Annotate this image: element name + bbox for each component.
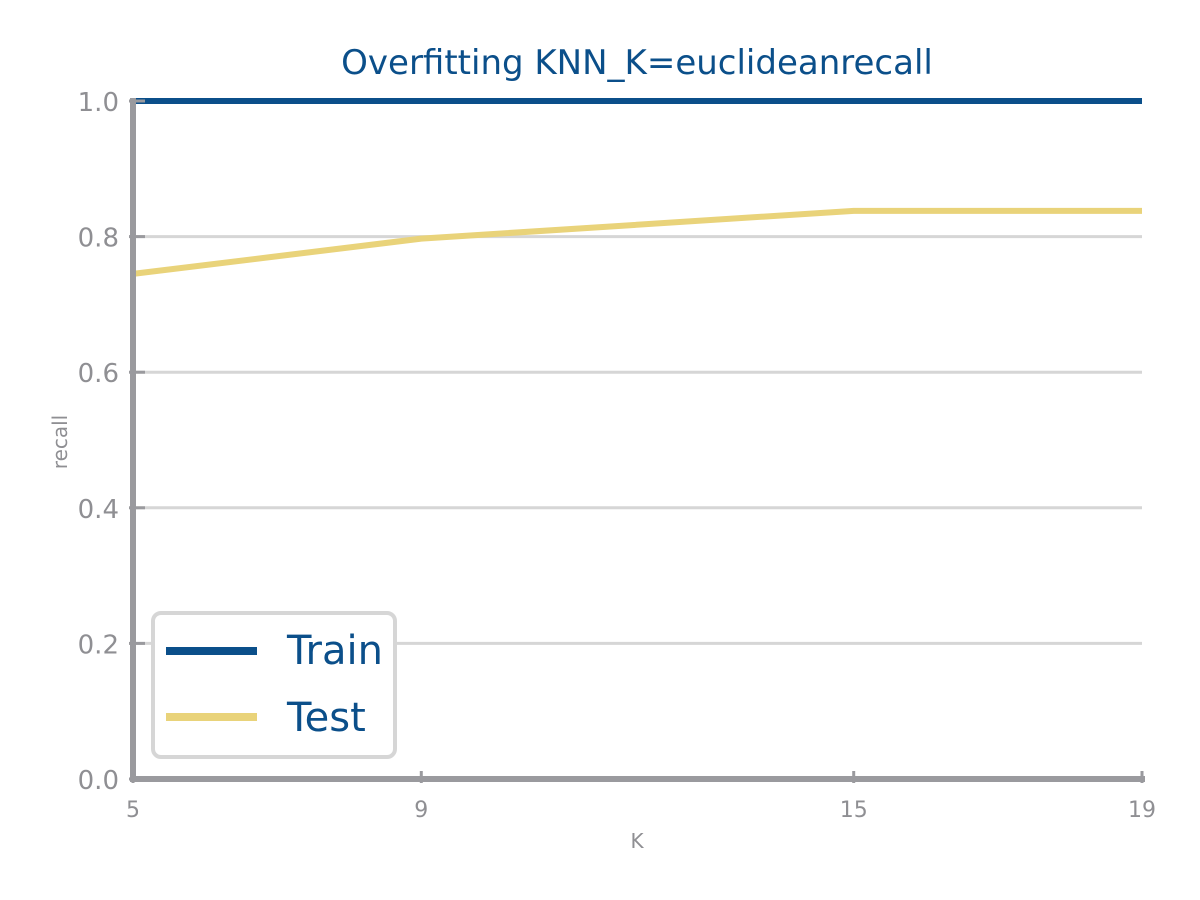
y-tick-label-0: 0.0 — [78, 766, 119, 796]
x-tick-label-9: 9 — [414, 798, 428, 823]
x-tick-label-19: 19 — [1128, 798, 1156, 823]
axis-layer — [130, 98, 1145, 782]
series-layer — [132, 98, 1143, 277]
series-line-test — [132, 207, 1142, 277]
chart-title: Overfitting KNN_K=euclideanrecall — [341, 43, 933, 83]
legend: Train Test — [151, 611, 397, 759]
grid-layer — [133, 99, 1142, 645]
y-tick-label-0-4: 0.4 — [78, 495, 119, 525]
y-tick-label-0-6: 0.6 — [78, 359, 119, 389]
tick-layer: 0.0 0.2 0.4 0.6 0.8 1.0 5 9 15 19 — [78, 88, 1156, 823]
y-tick-label-1: 1.0 — [78, 88, 119, 118]
legend-test-label: Test — [286, 695, 366, 741]
y-tick-label-0-8: 0.8 — [78, 224, 119, 254]
x-tick-label-5: 5 — [126, 798, 140, 823]
x-axis-label: K — [630, 829, 644, 853]
y-tick-label-0-2: 0.2 — [78, 630, 119, 660]
y-axis-label: recall — [48, 415, 72, 469]
legend-train-label: Train — [286, 628, 383, 674]
x-tick-label-15: 15 — [840, 798, 868, 823]
